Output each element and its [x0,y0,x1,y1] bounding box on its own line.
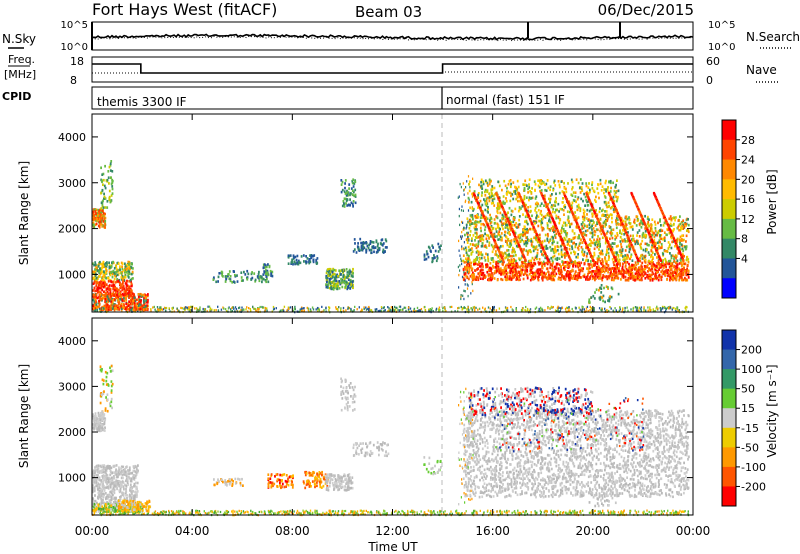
velocity-heatmap [92,364,690,517]
velocity-colorbar-tick: -200 [741,480,766,493]
noise-sky-line [91,33,694,41]
power-colorbar-tick: 20 [741,173,755,186]
velocity-colorbar-tick: -100 [741,461,766,474]
power-colorbar-label: Power [dB] [765,169,779,234]
time-tick-label: 16:00 [475,524,510,538]
station-title: Fort Hays West (fitACF) [92,0,277,19]
power-colorbar-tick: 16 [741,193,755,206]
noise-left-tick-bottom: 10^0 [61,42,88,53]
noise-left-label: N.Sky [2,32,36,46]
cpid-mode-2: normal (fast) 151 IF [446,93,565,107]
velocity-colorbar: 200 100 50 15 -15 -50 -100 -200 [721,329,766,507]
time-tick-label: 20:00 [576,524,611,538]
cpid-panel [91,86,694,110]
cpid-mode-1: themis 3300 IF [97,95,187,109]
power-heatmap [92,160,690,314]
noise-right-label: N.Search [746,30,800,44]
power-ytick-label: 3000 [58,177,86,190]
velocity-colorbar-tick: 100 [741,363,762,376]
power-ylabel: Slant Range [km] [17,161,31,265]
power-colorbar: 28 24 20 16 12 8 4 [721,119,755,299]
velocity-ytick-label: 4000 [58,335,86,348]
power-ytick-label: 1000 [58,268,86,281]
beam-label: Beam 03 [355,3,422,21]
power-colorbar-tick: 4 [741,252,748,265]
time-tick-label: 12:00 [375,524,410,538]
noise-right-tick-top: 10^5 [708,20,735,31]
nave-label: Nave [746,63,777,77]
cpid-label: CPID [2,90,31,103]
time-axis-label: Time UT [367,540,418,554]
power-ytick-label: 4000 [58,131,86,144]
power-colorbar-tick: 28 [741,134,755,147]
freq-tick-bottom: 8 [70,74,77,87]
velocity-ytick-label: 1000 [58,472,86,485]
date-label: 06/Dec/2015 [598,1,694,19]
nave-tick-bottom: 0 [706,74,713,87]
velocity-colorbar-tick: -15 [741,422,759,435]
freq-panel [91,56,694,83]
freq-tick-top: 18 [70,55,84,68]
time-tick-label: 04:00 [175,524,210,538]
freq-label-1: Freq. [8,53,35,66]
time-tick-label: 00:00 [676,524,711,538]
velocity-colorbar-label: Velocity [m s⁻¹] [765,364,779,457]
time-tick-label: 08:00 [275,524,310,538]
time-tick-label: 00:00 [75,524,110,538]
power-ytick-label: 2000 [58,223,86,236]
noise-left-tick-top: 10^5 [61,20,88,31]
noise-right-tick-bottom: 10^0 [708,42,735,53]
velocity-colorbar-tick: 50 [741,383,755,396]
power-colorbar-tick: 8 [741,233,748,246]
velocity-colorbar-tick: 15 [741,402,755,415]
nave-tick-top: 60 [706,55,720,68]
velocity-ytick-label: 2000 [58,426,86,439]
velocity-colorbar-tick: 200 [741,344,762,357]
noise-search-line [91,35,694,42]
freq-label-2: [MHz] [4,68,36,81]
freq-line [92,63,693,74]
velocity-ylabel: Slant Range [km] [17,364,31,468]
power-colorbar-tick: 24 [741,154,755,167]
nave-line [92,71,693,74]
velocity-colorbar-tick: -50 [741,441,759,454]
power-colorbar-tick: 12 [741,213,755,226]
velocity-ytick-label: 3000 [58,380,86,393]
